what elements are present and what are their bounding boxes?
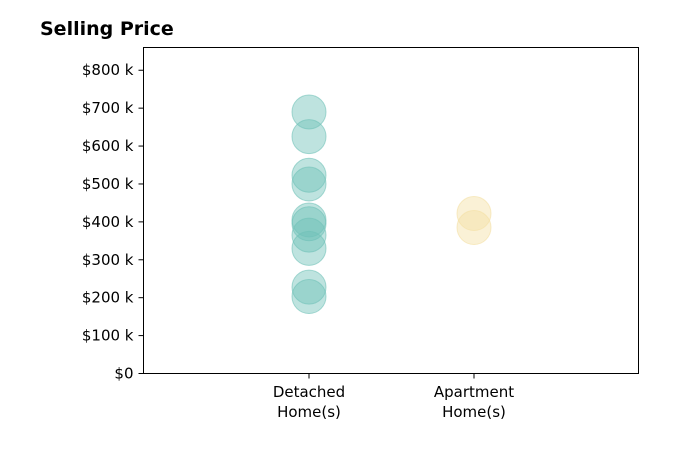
y-tick-label: $800 k — [82, 61, 134, 79]
y-axis: $0 $100 k $200 k $300 k $400 k $500 k $600 k $7… — [82, 61, 144, 383]
chart-title: Selling Price — [40, 18, 174, 40]
data-point — [291, 206, 327, 242]
y-tick-label: $600 k — [82, 137, 134, 155]
x-axis: Detached Home(s) Apartment Home(s) — [273, 373, 514, 421]
x-category-label-line2: Home(s) — [277, 403, 341, 421]
data-points — [291, 94, 492, 315]
y-tick-label: $400 k — [82, 213, 134, 231]
data-point — [456, 210, 492, 246]
y-tick-label: $700 k — [82, 99, 134, 117]
data-point — [291, 230, 327, 266]
x-category-label-line2: Home(s) — [442, 403, 506, 421]
data-point — [291, 157, 327, 193]
x-category-label-line1: Detached — [273, 383, 345, 401]
y-tick-label: $300 k — [82, 251, 134, 269]
y-tick-label: $100 k — [82, 327, 134, 345]
data-point — [456, 196, 492, 232]
data-point — [291, 119, 327, 155]
plot-area-frame — [143, 47, 639, 374]
data-point — [291, 279, 327, 315]
data-point — [291, 94, 327, 130]
y-tick-label: $200 k — [82, 289, 134, 307]
x-category-label-line1: Apartment — [434, 383, 514, 401]
data-point — [291, 166, 327, 202]
y-tick-label: $0 — [114, 365, 133, 383]
data-point — [291, 269, 327, 305]
y-tick-label: $500 k — [82, 175, 134, 193]
data-point — [291, 217, 327, 253]
